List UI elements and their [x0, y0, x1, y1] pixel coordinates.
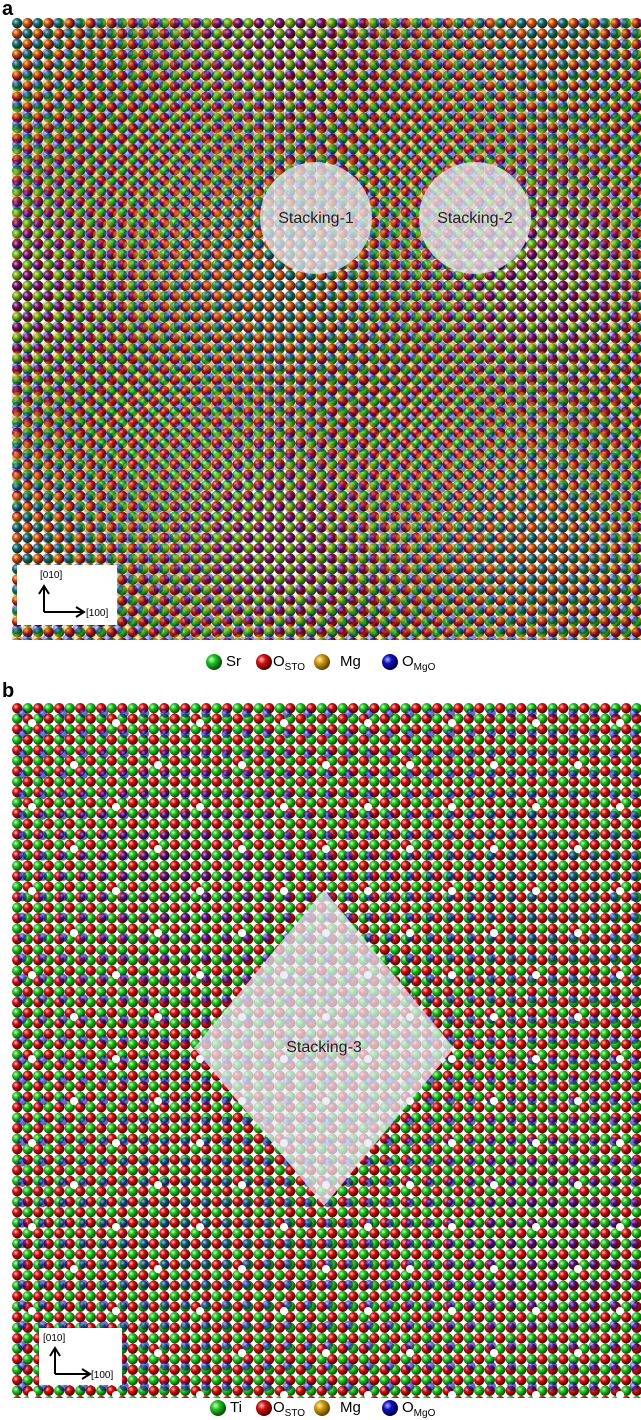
region-label: Stacking-1 — [278, 210, 354, 227]
panel-label: b — [2, 680, 14, 702]
axis-indicator: [010] [100] — [39, 1328, 122, 1385]
axis-label: [100] — [91, 1370, 113, 1381]
legend-label: Mg — [340, 1399, 361, 1416]
legend-label: OMgO — [402, 1399, 436, 1419]
legend-label: OSTO — [273, 653, 305, 673]
legend-label: OSTO — [273, 1399, 305, 1419]
atom-lattice — [12, 18, 641, 640]
axis-label: [100] — [86, 608, 108, 619]
legend-label: Ti — [230, 1399, 242, 1416]
axis-label: [010] — [43, 1333, 65, 1344]
panel-label: a — [2, 0, 14, 20]
legend-label: Mg — [340, 653, 361, 670]
region-label: Stacking-3 — [286, 1039, 362, 1056]
legend-label: Sr — [226, 653, 241, 670]
figure: a Stacking-1 Stacking-2 [010] [100] Sr O… — [0, 0, 641, 1420]
legend-label: OMgO — [402, 653, 436, 673]
legend: Sr OSTO Mg OMgO — [206, 653, 436, 673]
axis-label: [010] — [40, 570, 62, 581]
region-label: Stacking-2 — [437, 210, 513, 227]
axis-indicator: [010] [100] — [17, 565, 117, 625]
legend: Ti OSTO Mg OMgO — [210, 1399, 436, 1419]
